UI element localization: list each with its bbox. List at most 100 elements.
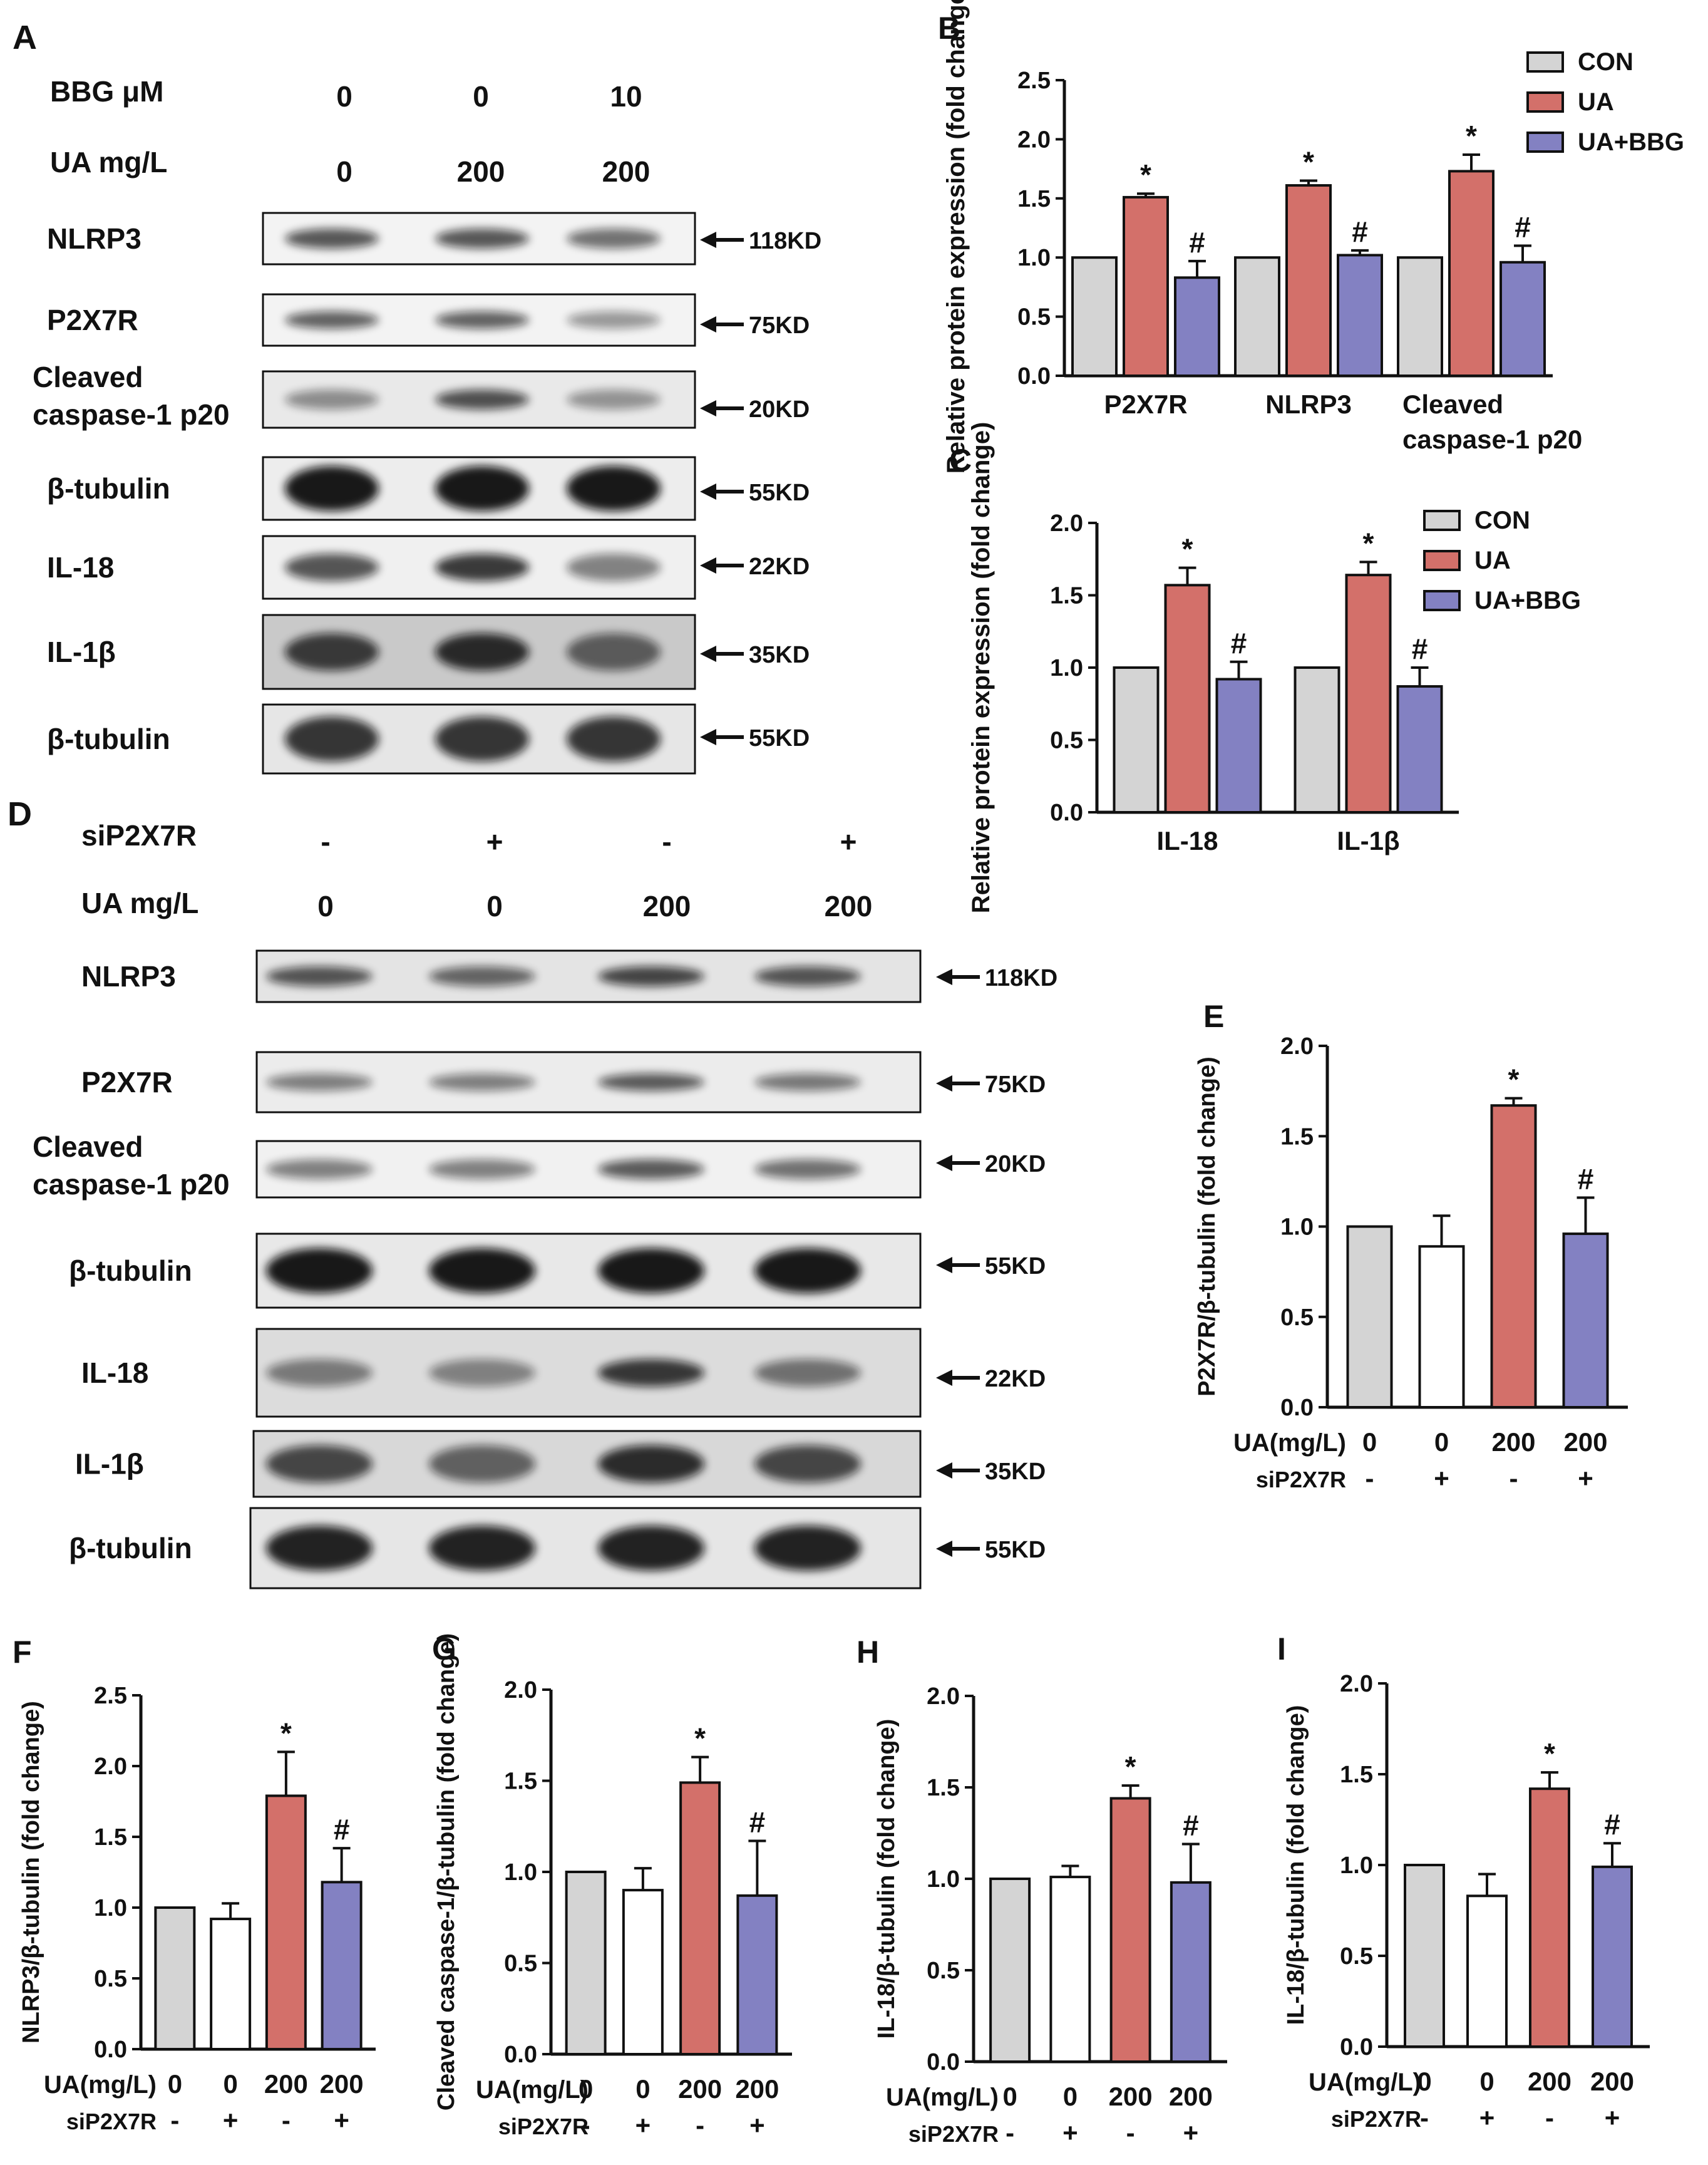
blot-band [266,966,373,986]
blot-header-label: siP2X7R [81,819,197,852]
blot-row: NLRP3 118KD [81,949,1057,1003]
legend-label: UA [1474,547,1511,574]
blot-row: β-tubulin 55KD [47,703,810,775]
blot-header-value: - [662,825,671,858]
significance-mark: # [1604,1808,1620,1841]
y-tick-label: 2.0 [1017,127,1051,153]
x-category-label-line: caspase-1 p20 [1402,425,1582,454]
kd-arrow-head [700,316,716,333]
bar [1466,1894,1508,2049]
blot-kd-label: 35KD [749,642,810,668]
blot-protein-label: Cleaved caspase-1 p20 [33,1130,230,1201]
kd-arrow-head [700,400,716,416]
blot-protein-label: NLRP3 [81,960,176,993]
y-axis-label: NLRP3/β-tubulin (fold change) [18,1701,44,2044]
y-tick-label: 0.0 [1280,1395,1314,1421]
blot-protein-label: β-tubulin [47,723,170,755]
x-row-label-ua: UA(mg/L) [44,2071,157,2099]
x-row-label-si: siP2X7R [66,2109,157,2134]
blot-band [754,1526,861,1571]
blot-band [429,1359,535,1387]
kd-arrow-head [936,1155,952,1171]
y-tick-label: 2.5 [94,1683,127,1709]
bar [1529,1787,1570,2048]
blot-band [435,229,529,249]
significance-mark: # [1189,226,1205,259]
panel-label-g: G [432,1631,456,1666]
blot-kd-label: 75KD [985,1072,1046,1098]
blot-band [266,1445,373,1483]
x-ua-value: 0 [1417,2067,1431,2096]
kd-arrow-head [700,729,716,745]
blot-band [285,466,379,511]
y-tick-label: 1.5 [1340,1762,1373,1788]
blot-header-value: 200 [602,155,651,188]
x-row-label-ua: UA(mg/L) [886,2084,999,2111]
kd-arrow-head [936,1541,952,1557]
blot-header-label: UA mg/L [50,146,167,178]
bar-chart-b: 0.0 0.5 1.0 1.5 2.0 2.5 Relative protein expre… [942,0,1684,473]
blot-protein-label: IL-1β [47,636,116,668]
significance-mark: * [1125,1750,1136,1783]
legend-swatch [1526,91,1564,113]
bar [1113,666,1160,814]
kd-arrow-head [700,557,716,574]
blot-header-value: 10 [610,80,642,113]
bar-chart-c: 0.0 0.5 1.0 1.5 2.0 Relative protein expressi… [967,422,1581,914]
bar [1592,1865,1633,2048]
blot-header-value: - [321,825,330,858]
y-tick-label: 0.5 [504,1951,537,1977]
blot-header-label: UA mg/L [81,887,198,919]
y-tick-label: 0.5 [1050,728,1083,754]
x-ua-value: 0 [1002,2082,1017,2111]
blot-band [567,466,661,511]
bar [1164,584,1211,814]
kd-arrow-head [936,1257,952,1273]
y-tick-label: 0.0 [94,2037,127,2063]
y-tick-label: 0.5 [1017,304,1051,331]
blot-header-value: 0 [317,890,334,922]
y-tick-label: 0.5 [94,1966,127,1992]
x-ua-value: 200 [1563,1427,1607,1457]
x-category-label: Cleaved caspase-1 p20 [1402,390,1582,454]
kd-arrow-head [700,646,716,662]
x-ua-value: 200 [1528,2067,1572,2096]
y-tick-label: 1.0 [94,1895,127,1921]
x-si-value: - [170,2106,179,2135]
x-ua-value: 0 [223,2069,237,2099]
blot-kd-label: 22KD [985,1366,1046,1392]
blot-kd-label: 20KD [985,1151,1046,1177]
x-ua-value: 200 [1109,2082,1153,2111]
blot-band [266,1248,373,1293]
y-tick-label: 2.0 [927,1683,960,1710]
x-si-value: - [282,2106,291,2135]
kd-arrow-head [700,232,716,248]
blot-protein-label-line: caspase-1 p20 [33,1168,230,1201]
kd-arrow-head [936,969,952,985]
y-tick-label: 2.0 [1280,1033,1314,1060]
blot-band [567,554,661,581]
blot-header-label: BBG μM [50,75,163,108]
blot-band [285,229,379,249]
bar [1396,685,1443,814]
blot-band [435,633,529,671]
x-row-label-si: siP2X7R [908,2121,999,2147]
legend-swatch [1423,550,1461,571]
blot-band [598,1248,704,1293]
bar [1346,1225,1393,1408]
y-axis-label: P2X7R/β-tubulin (fold change) [1194,1057,1220,1397]
y-axis-label: IL-18/β-tubulin (fold change) [873,1719,900,2039]
panel-label-e: E [1203,999,1224,1034]
blot-row: IL-18 22KD [81,1328,1046,1418]
x-si-value: + [749,2111,765,2140]
blot-kd-label: 20KD [749,396,810,423]
western-blot-panel-a: BBG μM 0 0 10 UA mg/L 0 200 200 NLRP3 118KD P2X7R 7… [33,75,821,775]
y-tick-label: 2.5 [1017,68,1051,94]
blot-protein-label: IL-18 [47,551,114,584]
x-si-value: + [1062,2118,1078,2147]
x-si-value: - [1126,2118,1135,2147]
blot-band [429,1159,535,1179]
y-tick-label: 2.0 [1050,510,1083,537]
x-si-value: - [1006,2118,1014,2147]
bar [1490,1104,1537,1408]
